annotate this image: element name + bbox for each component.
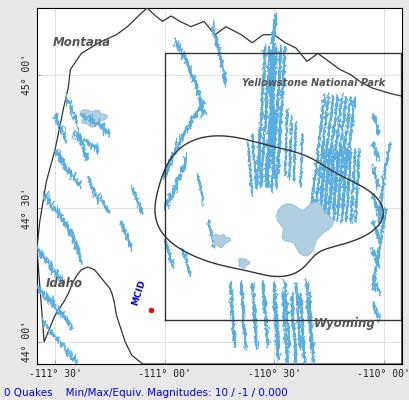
Text: Montana: Montana — [52, 36, 110, 49]
Text: Wyoming: Wyoming — [312, 317, 374, 330]
Text: Yellowstone National Park: Yellowstone National Park — [241, 78, 384, 88]
Polygon shape — [155, 136, 382, 276]
Polygon shape — [238, 258, 249, 268]
Text: MCID: MCID — [130, 279, 147, 307]
Polygon shape — [276, 202, 332, 256]
Polygon shape — [80, 110, 107, 127]
Text: Idaho: Idaho — [45, 276, 82, 290]
Polygon shape — [212, 234, 230, 248]
Text: 0 Quakes    Min/Max/Equiv. Magnitudes: 10 / -1 / 0.000: 0 Quakes Min/Max/Equiv. Magnitudes: 10 /… — [4, 388, 287, 398]
